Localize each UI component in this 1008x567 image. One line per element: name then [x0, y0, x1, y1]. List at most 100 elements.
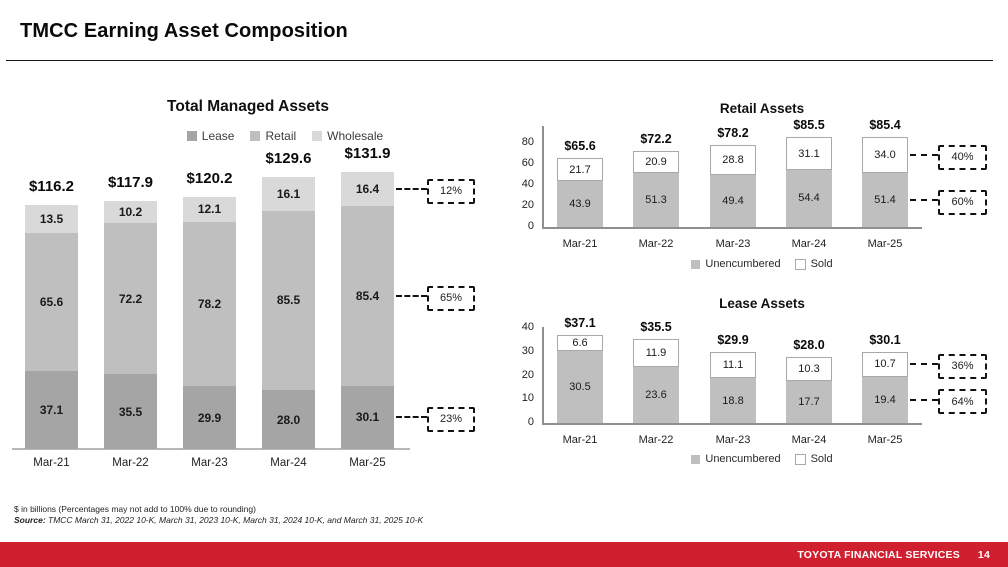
total-managed-assets-total-label: $129.6 [265, 149, 312, 167]
x-axis-label: Mar-25 [349, 457, 386, 469]
x-axis-label: Mar-23 [191, 457, 228, 469]
legend-item-lease: Lease [186, 129, 235, 143]
y-axis-tick-label: 20 [521, 199, 534, 211]
y-axis-tick-label: 20 [521, 368, 534, 381]
x-axis-label: Mar-25 [867, 238, 903, 250]
callout-leader-line [910, 199, 938, 201]
total-managed-assets-lease-segment: 37.1 [25, 371, 78, 449]
retail-assets-unencumbered-segment: 51.4 [862, 173, 908, 227]
legend-item-sold: Sold [794, 453, 833, 465]
legend-swatch-unencumbered-icon [691, 259, 701, 269]
y-axis-tick-label: 0 [527, 416, 534, 428]
legend-item-wholesale: Wholesale [312, 129, 383, 143]
legend-item-unencumbered: Unencumbered [691, 258, 781, 270]
callout-leader-line [910, 154, 938, 157]
legend-label: Unencumbered [705, 258, 781, 270]
y-axis-tick-label: 80 [521, 136, 534, 148]
y-axis-tick-label: 40 [521, 178, 534, 190]
legend-lease-assets: Unencumbered Sold [592, 453, 932, 465]
lease-assets-sold-segment: 10.3 [786, 356, 832, 381]
legend-label: Lease [201, 129, 235, 143]
page-title: TMCC Earning Asset Composition [20, 20, 348, 42]
callout-12%: 12% [427, 178, 475, 204]
retail-assets-sold-segment: 34.0 [862, 137, 908, 174]
retail-assets-total-label: $85.5 [793, 118, 825, 133]
callout-leader-line [910, 363, 938, 366]
total-managed-assets-lease-segment: 30.1 [341, 385, 394, 449]
legend-retail-assets: Unencumbered Sold [592, 258, 932, 270]
x-axis-line [542, 423, 922, 425]
legend-swatch-retail-icon [250, 131, 261, 141]
retail-assets-sold-segment: 28.8 [710, 144, 756, 176]
total-managed-assets-total-label: $120.2 [186, 169, 233, 187]
legend-swatch-unencumbered-icon [691, 454, 701, 464]
total-managed-assets-retail-segment: 85.4 [341, 206, 394, 386]
total-managed-assets-wholesale-segment: 16.4 [341, 172, 394, 207]
x-axis-line [542, 227, 922, 229]
total-managed-assets-wholesale-segment: 16.1 [262, 176, 315, 211]
total-managed-assets-lease-segment: 29.9 [183, 386, 236, 449]
retail-assets-sold-segment: 31.1 [786, 137, 832, 170]
lease-assets-total-label: $30.1 [869, 332, 901, 347]
retail-assets-unencumbered-segment: 54.4 [786, 169, 832, 227]
title-divider [6, 60, 993, 61]
y-axis-tick-label: 0 [527, 220, 534, 232]
lease-assets-total-label: $29.9 [717, 332, 749, 347]
total-managed-assets-retail-segment: 72.2 [104, 222, 157, 375]
callout-65%: 65% [427, 285, 475, 311]
footer-bar: TOYOTA FINANCIAL SERVICES 14 [0, 542, 1008, 567]
y-axis-tick-label: 40 [521, 321, 534, 333]
x-axis-label: Mar-25 [867, 434, 903, 446]
retail-assets-unencumbered-segment: 49.4 [710, 175, 756, 227]
total-managed-assets-lease-segment: 35.5 [104, 374, 157, 449]
x-axis-label: Mar-24 [791, 434, 827, 446]
legend-swatch-sold-icon [794, 258, 806, 270]
total-managed-assets-retail-segment: 65.6 [25, 233, 78, 372]
x-axis-label: Mar-22 [638, 238, 674, 250]
callout-leader-line [396, 295, 427, 298]
callout-leader-line [910, 398, 938, 401]
legend-item-sold: Sold [794, 258, 833, 270]
total-managed-assets-wholesale-segment: 12.1 [183, 196, 236, 222]
y-axis-tick-label: 60 [521, 157, 534, 169]
retail-assets-total-label: $78.2 [717, 125, 749, 140]
legend-total-managed-assets: Lease Retail Wholesale [135, 129, 435, 143]
retail-assets-total-label: $85.4 [869, 118, 901, 133]
retail-assets-total-label: $65.6 [564, 139, 596, 154]
footnote-units: $ in billions (Percentages may not add t… [14, 504, 256, 514]
x-axis-label: Mar-22 [638, 434, 674, 446]
callout-leader-line [396, 188, 427, 191]
retail-assets-unencumbered-segment: 51.3 [633, 173, 679, 227]
legend-label: Retail [265, 129, 297, 143]
x-axis-label: Mar-24 [270, 457, 307, 469]
chart-title-total-managed-assets: Total Managed Assets [167, 98, 329, 115]
total-managed-assets-wholesale-segment: 13.5 [25, 204, 78, 234]
footer-brand: TOYOTA FINANCIAL SERVICES [797, 548, 960, 561]
callout-60%: 60% [938, 189, 987, 215]
legend-label: Unencumbered [705, 453, 781, 465]
lease-assets-unencumbered-segment: 17.7 [786, 380, 832, 423]
legend-label: Sold [810, 453, 833, 465]
retail-assets-unencumbered-segment: 43.9 [557, 180, 603, 227]
total-managed-assets-retail-segment: 85.5 [262, 210, 315, 391]
callout-40%: 40% [938, 144, 987, 170]
callout-36%: 36% [938, 353, 987, 379]
retail-assets-total-label: $72.2 [640, 132, 672, 147]
lease-assets-total-label: $28.0 [793, 337, 825, 352]
x-axis-label: Mar-24 [791, 238, 827, 250]
chart-title-retail-assets: Retail Assets [719, 101, 805, 116]
y-axis-tick-label: 10 [521, 392, 534, 405]
y-axis-tick-label: 30 [521, 344, 534, 357]
callout-leader-line [396, 416, 427, 419]
total-managed-assets-total-label: $131.9 [344, 145, 391, 162]
x-axis-label: Mar-21 [562, 238, 598, 250]
total-managed-assets-lease-segment: 28.0 [262, 390, 315, 449]
legend-item-unencumbered: Unencumbered [691, 453, 781, 465]
lease-assets-unencumbered-segment: 18.8 [710, 378, 756, 423]
x-axis-label: Mar-21 [562, 434, 598, 446]
legend-swatch-wholesale-icon [312, 131, 323, 141]
lease-assets-sold-segment: 11.9 [633, 338, 679, 367]
lease-assets-sold-segment: 10.7 [862, 351, 908, 377]
